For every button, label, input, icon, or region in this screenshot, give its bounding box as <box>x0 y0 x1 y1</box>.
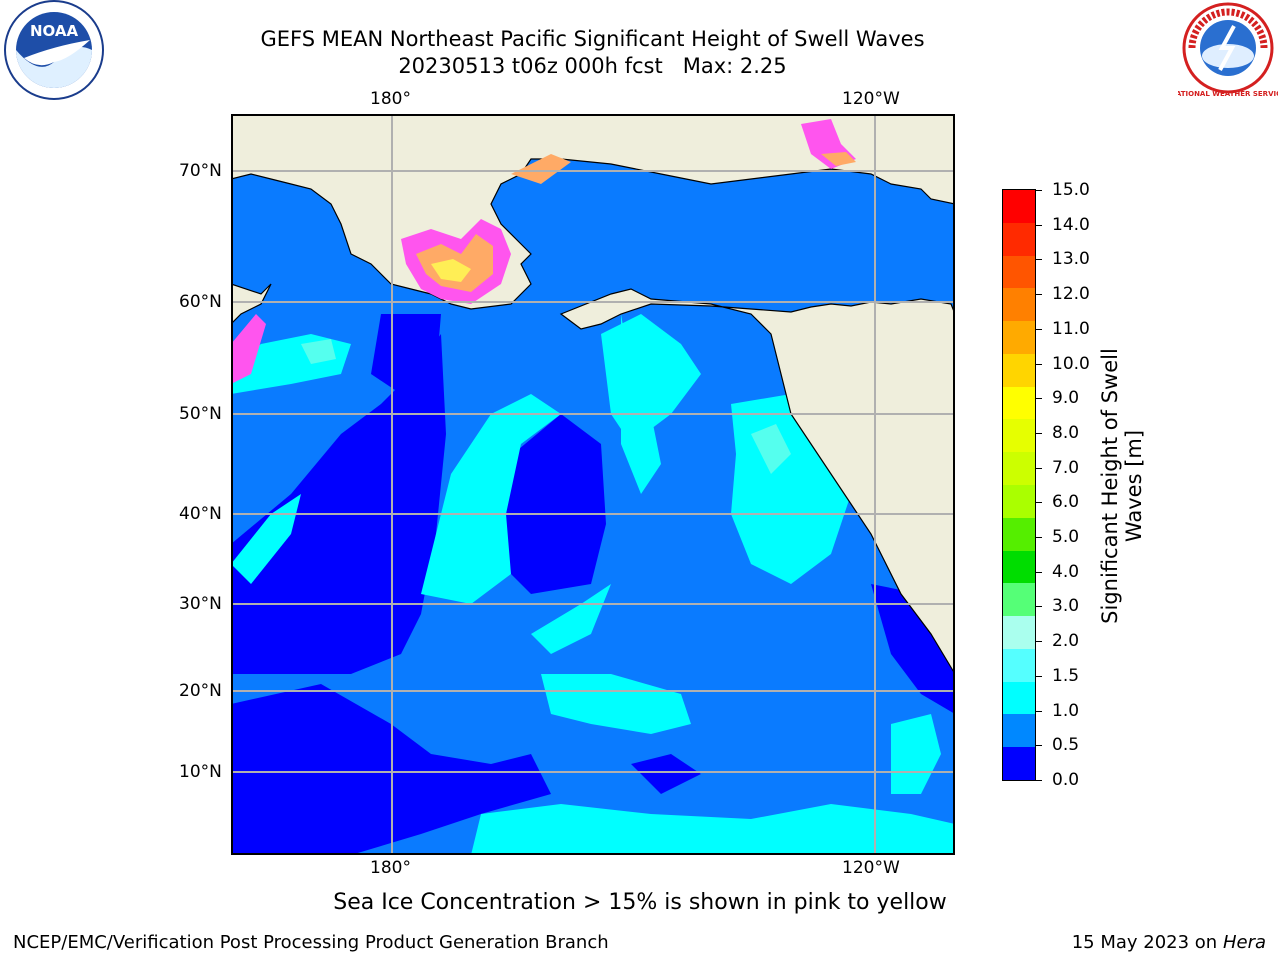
sea-ice-note: Sea Ice Concentration > 15% is shown in … <box>0 890 1280 915</box>
colorbar-segment <box>1003 485 1035 519</box>
colorbar-tick-label: 1.5 <box>1052 665 1080 686</box>
colorbar-tick-mark <box>1036 675 1042 677</box>
colorbar-ticks: 15.0 14.0 13.0 12.0 11.0 10.0 9.0 8.0 7.0 6.0 5.0 4… <box>1036 180 1122 792</box>
colorbar-tick-mark <box>1036 398 1042 400</box>
lat-label-50n: 50°N <box>179 404 222 424</box>
colorbar-segment <box>1003 321 1035 355</box>
colorbar-segment <box>1003 353 1035 388</box>
nws-logo: NATIONAL WEATHER SERVICE <box>1170 0 1280 100</box>
lon-label-bottom-120w: 120°W <box>842 858 900 878</box>
lat-label-40n: 40°N <box>179 504 222 524</box>
colorbar-tick-label: 7.0 <box>1052 457 1080 478</box>
nws-logo-text: NATIONAL WEATHER SERVICE <box>1178 90 1278 98</box>
colorbar-tick-mark <box>1036 224 1042 226</box>
colorbar-segment <box>1003 190 1035 224</box>
lon-label-bottom-180: 180° <box>370 858 411 878</box>
colorbar-segment <box>1003 714 1035 748</box>
sea-ice <box>231 119 856 384</box>
noaa-logo-text: NOAA <box>30 22 79 40</box>
lat-label-70n: 70°N <box>179 161 222 181</box>
lon-label-top-180: 180° <box>370 89 411 109</box>
map-panel <box>230 113 956 855</box>
colorbar-segment <box>1003 747 1035 781</box>
colorbar-segment <box>1003 386 1035 420</box>
map-title: GEFS MEAN Northeast Pacific Significant … <box>260 27 925 51</box>
colorbar-tick-mark <box>1036 780 1042 781</box>
sea-ice-note-text: Sea Ice Concentration > 15% is shown in … <box>333 890 947 915</box>
colorbar-tick-label: 11.0 <box>1052 318 1090 339</box>
colorbar-title-line2: Waves [m] <box>1122 429 1146 543</box>
colorbar-segment <box>1003 419 1035 453</box>
colorbar-tick-label: 3.0 <box>1052 596 1080 617</box>
colorbar-segment <box>1003 583 1035 617</box>
colorbar-tick-label: 15.0 <box>1052 180 1090 200</box>
colorbar-tick-label: 6.0 <box>1052 492 1080 513</box>
colorbar-segment <box>1003 681 1035 715</box>
colorbar-tick-label: 13.0 <box>1052 249 1090 270</box>
colorbar-tick-mark <box>1036 259 1042 261</box>
colorbar-tick-mark <box>1036 190 1042 191</box>
footer-date: 15 May 2023 on <box>1071 932 1218 953</box>
colorbar-tick-mark <box>1036 294 1042 296</box>
colorbar-tick-mark <box>1036 432 1042 434</box>
colorbar <box>1002 189 1036 781</box>
colorbar-tick-label: 2.0 <box>1052 631 1080 652</box>
colorbar-segment <box>1003 648 1035 683</box>
colorbar-tick-label: 14.0 <box>1052 214 1090 235</box>
colorbar-tick-mark <box>1036 363 1042 365</box>
lat-label-10n: 10°N <box>179 762 222 782</box>
colorbar-tick-label: 9.0 <box>1052 388 1080 409</box>
colorbar-tick-mark <box>1036 537 1042 539</box>
colorbar-tick-mark <box>1036 710 1042 712</box>
map-frame <box>231 114 955 855</box>
colorbar-tick-mark <box>1036 467 1042 469</box>
colorbar-segment <box>1003 616 1035 650</box>
footer-host: Hera <box>1222 932 1266 953</box>
colorbar-tick-label: 0.5 <box>1052 735 1080 756</box>
colorbar-tick-label: 8.0 <box>1052 422 1080 443</box>
colorbar-segment <box>1003 517 1035 552</box>
lat-label-20n: 20°N <box>179 681 222 701</box>
colorbar-tick-label: 0.0 <box>1052 770 1080 790</box>
lat-label-60n: 60°N <box>179 292 222 312</box>
colorbar-segment <box>1003 452 1035 486</box>
lat-label-30n: 30°N <box>179 594 222 614</box>
colorbar-tick-mark <box>1036 606 1042 608</box>
colorbar-tick-label: 12.0 <box>1052 284 1090 305</box>
colorbar-tick-label: 4.0 <box>1052 561 1080 582</box>
colorbar-tick-label: 1.0 <box>1052 700 1080 721</box>
graticule <box>231 114 955 855</box>
colorbar-segment <box>1003 550 1035 584</box>
colorbar-tick-mark <box>1036 571 1042 573</box>
map-subtitle: 20230513 t06z 000h fcst Max: 2.25 <box>398 54 787 78</box>
colorbar-segment <box>1003 288 1035 322</box>
pale-swell-regions <box>301 339 791 474</box>
colorbar-tick-label: 5.0 <box>1052 527 1080 548</box>
colorbar-tick-mark <box>1036 328 1042 330</box>
colorbar-segment <box>1003 222 1035 257</box>
noaa-logo: NOAA <box>2 0 106 100</box>
footer-timestamp: 15 May 2023 on Hera <box>1072 932 1266 953</box>
map-svg <box>230 113 956 855</box>
colorbar-tick-mark <box>1036 502 1042 504</box>
lon-label-top-120w: 120°W <box>842 89 900 109</box>
colorbar-title-line1: Significant Height of Swell <box>1098 348 1122 624</box>
colorbar-segment <box>1003 255 1035 289</box>
colorbar-tick-mark <box>1036 745 1042 747</box>
colorbar-tick-mark <box>1036 641 1042 643</box>
colorbar-tick-label: 10.0 <box>1052 353 1090 374</box>
footer-credit: NCEP/EMC/Verification Post Processing Pr… <box>13 932 609 953</box>
